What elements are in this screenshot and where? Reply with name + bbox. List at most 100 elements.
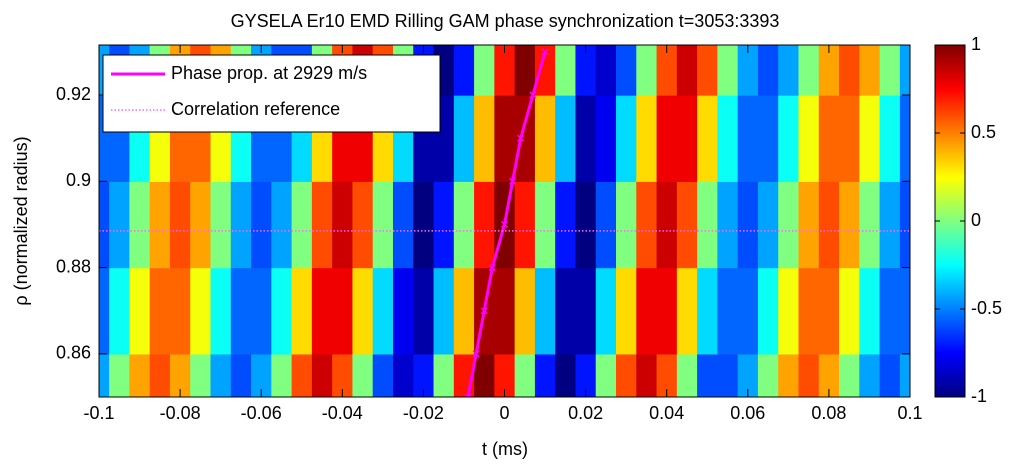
heatmap-cell [879,267,901,355]
heatmap-cell [737,353,759,397]
heatmap-cell [392,353,414,397]
heatmap-cell [616,45,637,96]
heatmap-cell [169,181,191,269]
heatmap-cell [595,45,617,96]
heatmap-cell [169,353,191,397]
heatmap-cell [534,95,556,182]
heatmap-cell [352,181,374,269]
heatmap-cell [595,181,617,269]
heatmap-cell [778,45,800,96]
heatmap-cell [818,181,840,269]
heatmap-cell [413,267,435,355]
heatmap-cell [372,181,394,269]
heatmap-cell [798,353,820,397]
heatmap-cell [839,267,860,355]
heatmap-cell [99,353,110,397]
heatmap-cell [737,95,759,182]
heatmap-cell [514,181,536,269]
heatmap-cell [251,181,272,269]
heatmap-cell [169,267,191,355]
heatmap-cell [99,267,110,355]
heatmap-cell [899,267,910,355]
heatmap-cell [839,45,860,96]
heatmap-cell [332,181,354,269]
heatmap-cell [109,181,131,269]
heatmap-cell [879,181,901,269]
heatmap-cell [251,267,272,355]
x-tick-label: 0.1 [897,403,922,423]
heatmap-cell [737,45,759,96]
legend-label: Phase prop. at 2929 m/s [171,63,367,83]
heatmap-cell [230,353,252,397]
heatmap-cell [474,181,495,269]
heatmap-cell [595,267,617,355]
heatmap-cell [717,45,739,96]
heatmap-cell [494,267,516,355]
heatmap-cell [109,267,131,355]
heatmap-cell [149,181,171,269]
heatmap-cell [676,181,698,269]
heatmap-cell [453,267,475,355]
heatmap-cell [656,45,678,96]
heatmap-cell [656,353,678,397]
x-tick-label: 0.02 [568,403,603,423]
heatmap-cell [291,181,313,269]
heatmap-cell [149,353,171,397]
y-axis-label: ρ (normalized radius) [11,136,31,305]
foreground: -0.1 -0.08 -0.06 -0.04 -0.02 0 0.02 0.04 0.06 0.0… [56,34,1002,423]
heatmap-cell [534,181,556,269]
heatmap-cell [697,353,718,397]
heatmap-cell [210,267,232,355]
heatmap-cell [899,181,910,269]
heatmap-cell [129,353,151,397]
heatmap-cell [99,95,110,182]
y-tick-label: 0.86 [56,343,91,363]
x-axis-label: t (ms) [482,439,528,459]
heatmap-cell [230,267,252,355]
heatmap-cell [859,353,881,397]
heatmap-cell [352,353,374,397]
heatmap-cell [311,267,333,355]
x-tick-label: -0.02 [403,403,444,423]
x-tick-label: 0.04 [649,403,684,423]
heatmap-cell [332,353,354,397]
heatmap-cell [251,353,272,397]
heatmap-cell [595,353,617,397]
legend-label: Correlation reference [171,99,340,119]
heatmap-cell [616,267,637,355]
heatmap-cell [757,45,779,96]
heatmap-cell [656,181,678,269]
x-tick-label: -0.1 [83,403,114,423]
heatmap-cell [778,181,800,269]
heatmap-cell [757,353,779,397]
heatmap-cell [757,267,779,355]
heatmap-cell [798,45,820,96]
y-tick-label: 0.92 [56,84,91,104]
heatmap-cell [839,181,860,269]
heatmap-cell [697,95,718,182]
heatmap-cell [474,95,495,182]
heatmap-cell [778,95,800,182]
heatmap-cell [190,267,212,355]
heatmap-cell [899,353,910,397]
heatmap-cell [697,45,718,96]
heatmap-cell [413,353,435,397]
heatmap-cell [697,267,718,355]
heatmap-cell [190,353,212,397]
heatmap-cell [676,45,698,96]
heatmap-cell [555,95,577,182]
heatmap-cell [595,95,617,182]
heatmap-cell [616,95,637,182]
heatmap-cell [129,267,151,355]
heatmap-cell [210,181,232,269]
heatmap-cell [757,181,779,269]
heatmap-cell [859,95,881,182]
heatmap-cell [676,267,698,355]
overlay [99,48,910,397]
heatmap-cell [555,45,577,96]
x-tick-label: -0.08 [160,403,201,423]
heatmap-cell [818,45,840,96]
heatmap-cell [798,95,820,182]
overlay-line [464,48,549,397]
